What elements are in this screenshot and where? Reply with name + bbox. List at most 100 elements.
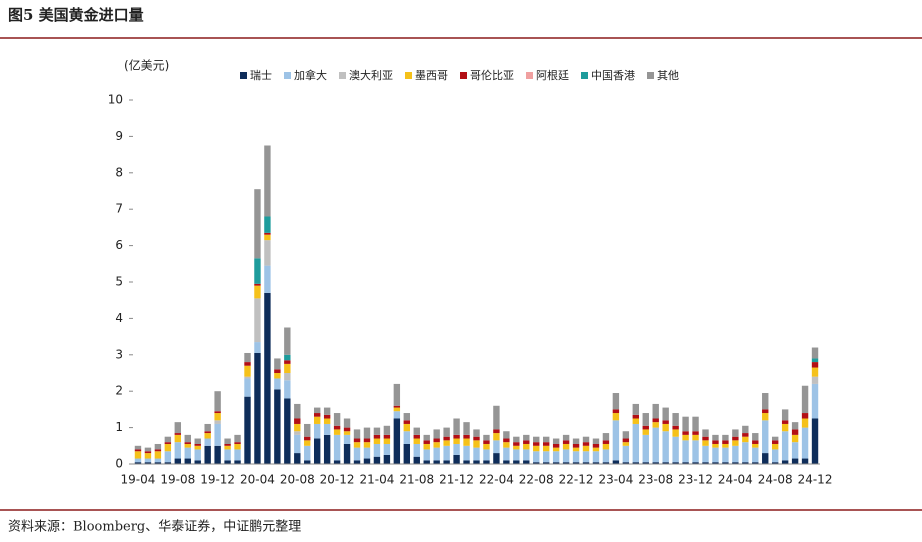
bar-segment [642, 413, 649, 426]
bar-segment [313, 438, 321, 464]
bar-segment [781, 423, 789, 432]
x-tick-label: 24-04 [718, 473, 753, 487]
bar-segment [533, 451, 540, 463]
bar-segment [762, 413, 769, 421]
bar-segment [284, 360, 291, 364]
bar-segment [174, 434, 182, 443]
bar-segment [373, 456, 381, 464]
bar-segment [692, 431, 699, 435]
bar-segment [194, 460, 201, 464]
bar-segment [443, 460, 450, 464]
bar-segment [353, 438, 361, 443]
bar-segment [184, 442, 191, 444]
bar-segment [612, 393, 620, 410]
bar-segment [294, 418, 301, 424]
bar-segment [523, 460, 530, 464]
bar-segment [632, 423, 640, 463]
bar-segment [403, 420, 411, 424]
bar-segment [254, 342, 261, 353]
y-tick-label: 10 [108, 93, 123, 107]
bar-segment [353, 442, 361, 448]
bar-segment [373, 427, 381, 435]
bar-segment [343, 418, 351, 428]
bar-segment [164, 443, 172, 452]
bar-segment [811, 362, 819, 368]
bar-segment [742, 425, 749, 434]
bar-segment [672, 413, 679, 426]
bar-segment [154, 449, 162, 452]
legend-label: 墨西哥 [415, 69, 448, 82]
bar-segment [662, 431, 669, 463]
bar-segment [622, 431, 630, 439]
bar-segment [523, 440, 530, 444]
bar-segment [154, 443, 162, 450]
bar-segment [552, 447, 560, 452]
x-tick-label: 20-08 [280, 473, 315, 487]
bar-segment [274, 389, 281, 464]
bar-segment [771, 436, 779, 441]
bar-segment [533, 445, 540, 452]
bar-segment [791, 442, 799, 459]
bar-segment [672, 436, 679, 463]
bar-segment [602, 443, 610, 450]
bar-segment [612, 460, 620, 464]
bar-segment [762, 409, 769, 414]
bar-segment [393, 405, 401, 408]
bar-segment [234, 460, 241, 464]
bar-segment [752, 447, 759, 463]
bar-segment [612, 413, 620, 421]
bar-segment [224, 443, 231, 446]
bar-segment [642, 462, 649, 464]
bar-segment [393, 418, 401, 464]
bar-segment [463, 434, 470, 439]
bar-segment [662, 420, 669, 424]
bar-segment [692, 434, 699, 441]
bar-segment [204, 423, 211, 432]
y-tick-label: 2 [115, 384, 123, 398]
bar-segment [323, 423, 331, 435]
bar-segment [463, 438, 470, 446]
bar-segment [224, 438, 231, 444]
bar-segment [333, 425, 341, 430]
bar-segment [224, 460, 231, 464]
legend-label: 其他 [657, 69, 679, 82]
bar-segment [383, 454, 391, 464]
bar-segment [592, 462, 600, 464]
bar-segment [483, 443, 490, 450]
bar-segment [542, 436, 550, 443]
bar-segment [682, 434, 689, 441]
bar-segment [562, 443, 570, 450]
bar-segment [313, 407, 321, 414]
bar-segment [234, 434, 241, 443]
x-tick-label: 22-08 [519, 473, 554, 487]
bar-segment [791, 422, 799, 430]
bar-segment [423, 440, 430, 444]
legend-swatch [526, 72, 533, 79]
bar-segment [483, 449, 490, 461]
y-tick-label: 9 [115, 129, 123, 143]
y-tick-label: 5 [115, 275, 123, 289]
bar-segment [234, 442, 241, 444]
bar-segment [702, 440, 709, 446]
bar-segment [513, 460, 520, 464]
legend-swatch [460, 72, 467, 79]
bar-segment [682, 440, 689, 463]
bar-segment [134, 458, 142, 463]
bar-segment [304, 423, 311, 437]
bar-segment [552, 462, 560, 464]
bar-segment [652, 462, 659, 464]
bar-segment [592, 451, 600, 463]
bar-segment [154, 451, 162, 459]
bar-segment [632, 462, 640, 464]
bar-segment [323, 407, 331, 415]
y-tick-label: 1 [115, 420, 123, 434]
legend-label: 阿根廷 [536, 68, 569, 82]
bar-segment [562, 440, 570, 444]
bar-segment [264, 145, 271, 217]
bar-segment [732, 436, 739, 441]
bar-segment [572, 438, 580, 444]
bar-segment [801, 458, 809, 464]
bar-segment [602, 449, 610, 463]
bar-segment [254, 189, 261, 259]
bar-segment [134, 445, 142, 450]
